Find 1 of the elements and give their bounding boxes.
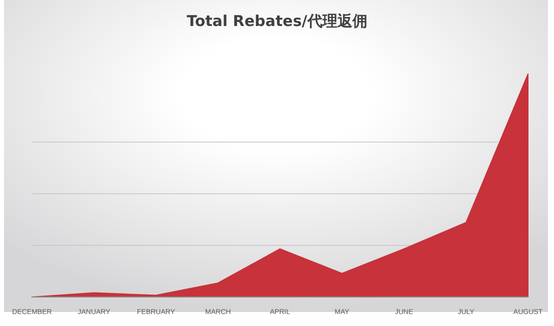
- chart-title: Total Rebates/代理返佣: [186, 12, 368, 30]
